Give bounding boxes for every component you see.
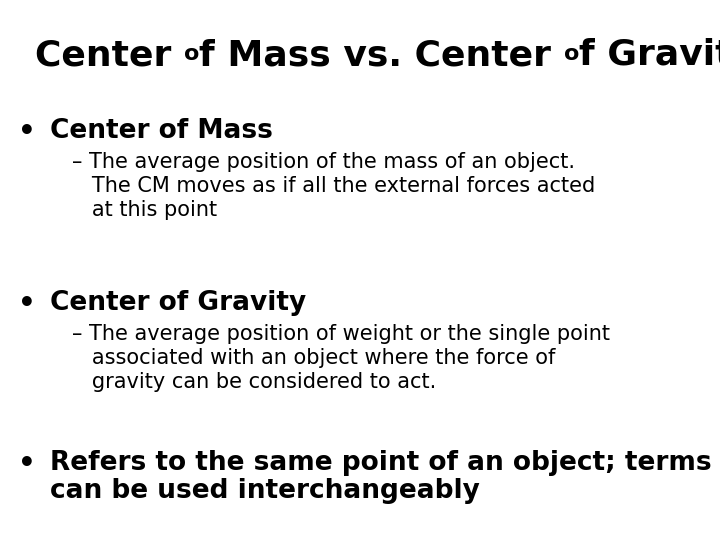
Text: Center of Mass: Center of Mass (50, 118, 273, 144)
Text: – The average position of weight or the single point: – The average position of weight or the … (72, 324, 610, 344)
Text: o: o (184, 44, 199, 64)
Text: gravity can be considered to act.: gravity can be considered to act. (72, 372, 436, 392)
Text: o: o (564, 44, 580, 64)
Text: Center of Gravity: Center of Gravity (50, 290, 306, 316)
Text: •: • (18, 118, 36, 146)
Text: •: • (18, 290, 36, 318)
Text: f Mass vs. Center: f Mass vs. Center (199, 38, 564, 72)
Text: Center: Center (35, 38, 184, 72)
Text: at this point: at this point (72, 200, 217, 220)
Text: The CM moves as if all the external forces acted: The CM moves as if all the external forc… (72, 176, 595, 196)
Text: can be used interchangeably: can be used interchangeably (50, 478, 480, 504)
Text: Refers to the same point of an object; terms: Refers to the same point of an object; t… (50, 450, 711, 476)
Text: associated with an object where the force of: associated with an object where the forc… (72, 348, 555, 368)
Text: f Gravity: f Gravity (580, 38, 720, 72)
Text: •: • (18, 450, 36, 478)
Text: – The average position of the mass of an object.: – The average position of the mass of an… (72, 152, 575, 172)
